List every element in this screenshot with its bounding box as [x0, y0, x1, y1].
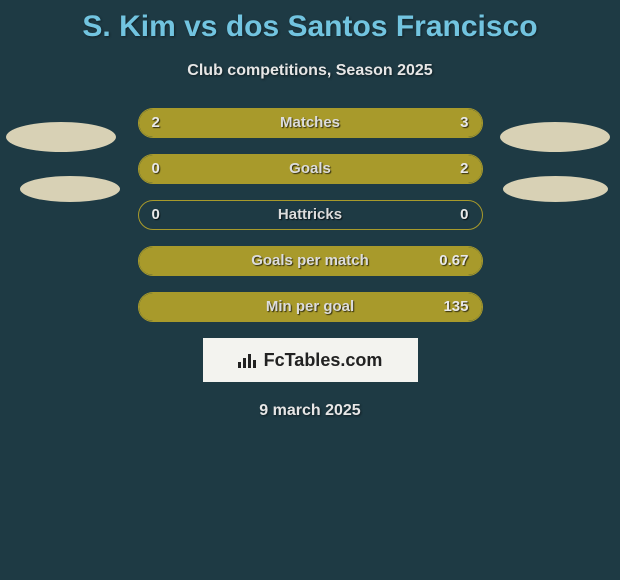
bar-track	[138, 154, 483, 184]
bar-right-fill	[139, 155, 482, 183]
decor-ellipse	[20, 176, 120, 202]
bar-track	[138, 246, 483, 276]
stat-row-mpg: Min per goal 135	[138, 292, 483, 322]
decor-ellipse	[6, 122, 116, 152]
source-badge-text: FcTables.com	[264, 350, 383, 371]
bar-right-fill	[139, 293, 482, 321]
stat-row-goals: 0 Goals 2	[138, 154, 483, 184]
date-text: 9 march 2025	[0, 402, 620, 420]
bar-track	[138, 108, 483, 138]
bar-chart-icon	[238, 352, 258, 368]
bar-left-fill	[139, 109, 276, 137]
bar-right-fill	[139, 247, 482, 275]
stat-row-gpm: Goals per match 0.67	[138, 246, 483, 276]
decor-ellipse	[500, 122, 610, 152]
stat-row-matches: 2 Matches 3	[138, 108, 483, 138]
comparison-chart: 2 Matches 3 0 Goals 2 0 Hattricks 0 Goal…	[138, 108, 483, 322]
source-badge-label: FcTables.com	[238, 350, 383, 371]
bar-track	[138, 292, 483, 322]
page-title: S. Kim vs dos Santos Francisco	[0, 0, 620, 44]
bar-track	[138, 200, 483, 230]
bar-right-fill	[276, 109, 482, 137]
subtitle: Club competitions, Season 2025	[0, 62, 620, 80]
source-badge: FcTables.com	[203, 338, 418, 382]
stat-row-hattricks: 0 Hattricks 0	[138, 200, 483, 230]
decor-ellipse	[503, 176, 608, 202]
